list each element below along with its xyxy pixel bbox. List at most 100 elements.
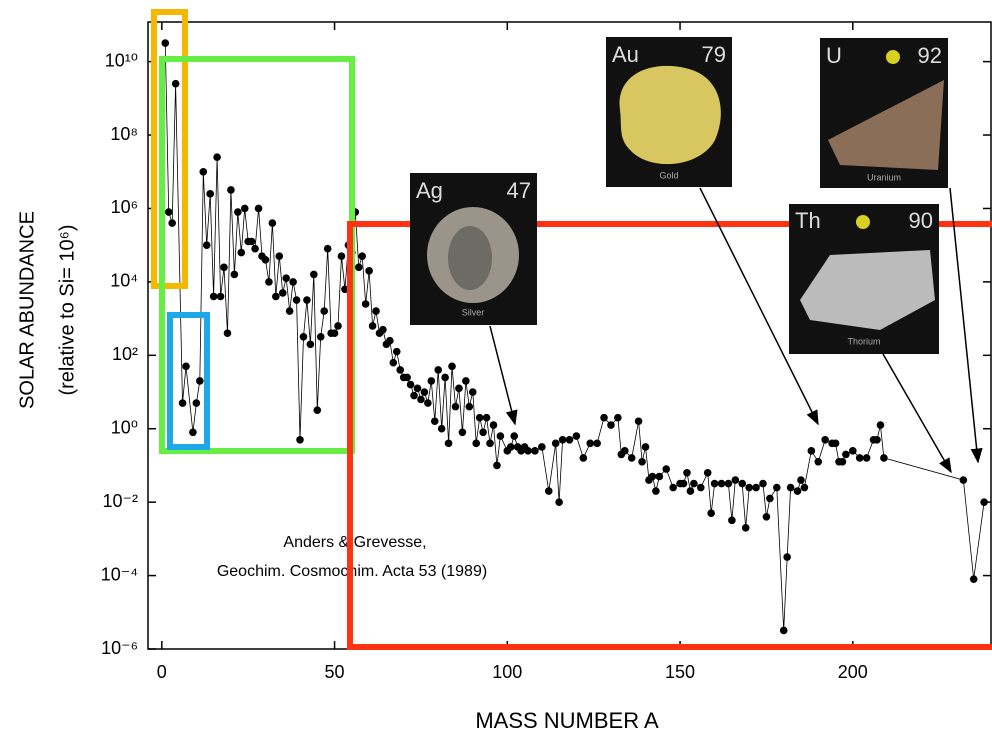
data-point <box>300 333 308 341</box>
data-point <box>224 329 232 337</box>
element-name: Thorium <box>847 336 880 346</box>
data-point <box>255 205 263 213</box>
element-name: Gold <box>659 170 678 180</box>
data-point <box>234 208 242 216</box>
data-point <box>559 436 567 444</box>
data-point <box>317 333 325 341</box>
data-point <box>628 454 636 462</box>
data-point <box>873 436 881 444</box>
data-point <box>552 440 560 448</box>
y-tick-label: 10⁻² <box>102 491 138 511</box>
data-point <box>649 473 657 481</box>
annotation: Anders & Grevesse, <box>283 534 426 551</box>
data-point <box>237 249 245 257</box>
element-name: Uranium <box>867 172 901 182</box>
data-point <box>510 432 518 440</box>
element-tile: Au 79 Gold <box>606 37 732 187</box>
data-point <box>711 480 719 488</box>
data-point <box>445 440 453 448</box>
data-point <box>172 80 180 88</box>
data-point <box>742 524 750 532</box>
y-tick-label: 10¹⁰ <box>105 50 138 70</box>
y-tick-label: 10⁰ <box>111 417 138 437</box>
data-point <box>199 168 207 176</box>
data-point <box>635 417 643 425</box>
data-point <box>680 480 688 488</box>
data-point <box>662 465 670 473</box>
data-point <box>227 186 235 194</box>
data-point <box>531 447 539 455</box>
data-point <box>210 293 218 301</box>
data-point <box>842 451 850 459</box>
data-point <box>410 392 418 400</box>
data-point <box>372 307 380 315</box>
data-point <box>193 399 201 407</box>
data-point <box>396 366 404 374</box>
data-point <box>614 414 622 422</box>
highlight-box <box>154 12 185 286</box>
data-point <box>324 245 332 253</box>
data-point <box>165 208 173 216</box>
x-tick-label: 100 <box>492 662 522 682</box>
data-point <box>313 406 321 414</box>
data-point <box>334 322 342 330</box>
data-point <box>814 458 822 466</box>
data-point <box>182 363 190 371</box>
y-tick-label: 10⁴ <box>110 271 138 291</box>
data-point <box>880 454 888 462</box>
data-point <box>355 263 363 271</box>
data-point <box>808 447 816 455</box>
data-point <box>728 517 736 525</box>
data-point <box>642 443 650 451</box>
data-point <box>265 278 273 286</box>
y-axis-label: SOLAR ABUNDANCE <box>16 211 38 409</box>
data-point <box>832 440 840 448</box>
data-point <box>766 495 774 503</box>
data-point <box>206 190 214 198</box>
data-point <box>362 300 370 308</box>
data-point <box>856 454 864 462</box>
data-point <box>293 296 301 304</box>
data-point <box>331 329 339 337</box>
data-point <box>573 432 581 440</box>
data-point <box>759 480 767 488</box>
data-point <box>980 498 988 506</box>
data-point <box>251 245 259 253</box>
data-point <box>745 484 753 492</box>
data-point <box>476 414 484 422</box>
data-point <box>389 359 397 367</box>
element-number: 79 <box>702 42 726 67</box>
data-point <box>580 454 588 462</box>
radiation-icon <box>886 50 900 64</box>
data-point <box>555 498 563 506</box>
data-point <box>441 374 449 382</box>
data-point <box>320 307 328 315</box>
data-point <box>732 476 740 484</box>
arrow <box>950 188 978 462</box>
data-point <box>621 447 629 455</box>
data-point <box>538 443 546 451</box>
data-point <box>338 252 346 260</box>
data-point <box>773 484 781 492</box>
data-point <box>821 436 829 444</box>
data-point <box>738 480 746 488</box>
data-point <box>863 454 871 462</box>
data-point <box>794 487 802 495</box>
data-point <box>272 293 280 301</box>
data-point <box>407 381 415 389</box>
data-point <box>462 377 470 385</box>
data-point <box>379 326 387 334</box>
data-point <box>424 399 432 407</box>
data-point <box>448 363 456 371</box>
data-point <box>275 252 283 260</box>
radiation-icon <box>856 215 870 229</box>
data-point <box>307 340 315 348</box>
element-tile: Ag 47 Silver <box>410 173 537 325</box>
data-point <box>600 414 608 422</box>
data-point <box>369 322 377 330</box>
data-point <box>248 238 256 246</box>
data-point <box>797 476 805 484</box>
y-tick-label: 10² <box>112 344 138 364</box>
x-axis-label: MASS NUMBER A <box>475 708 659 733</box>
data-point <box>704 469 712 477</box>
